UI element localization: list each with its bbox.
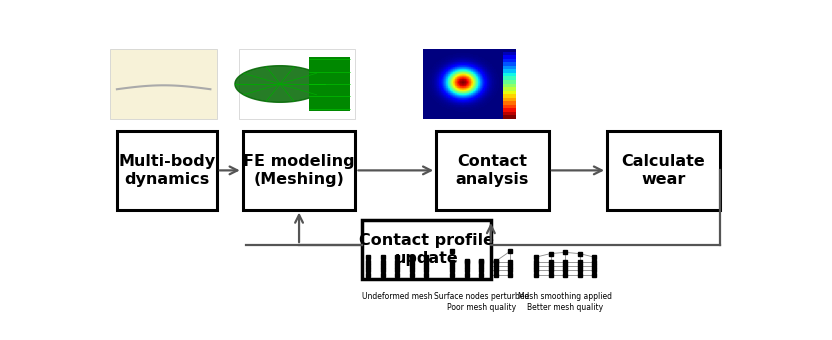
FancyBboxPatch shape (436, 131, 549, 210)
Polygon shape (235, 66, 325, 102)
FancyBboxPatch shape (111, 49, 217, 119)
Text: Surface nodes perturbed
Poor mesh quality: Surface nodes perturbed Poor mesh qualit… (433, 292, 529, 311)
FancyBboxPatch shape (243, 131, 355, 210)
Text: Calculate
wear: Calculate wear (622, 154, 706, 187)
Text: FE modeling
(Meshing): FE modeling (Meshing) (243, 154, 355, 187)
Text: Contact
analysis: Contact analysis (456, 154, 529, 187)
Text: Contact profile
update: Contact profile update (359, 233, 494, 266)
FancyBboxPatch shape (116, 131, 217, 210)
FancyBboxPatch shape (607, 131, 720, 210)
FancyBboxPatch shape (309, 56, 349, 112)
Text: Multi-body
dynamics: Multi-body dynamics (118, 154, 215, 187)
FancyBboxPatch shape (362, 220, 491, 279)
FancyBboxPatch shape (240, 49, 355, 119)
Text: Mesh smoothing applied
Better mesh quality: Mesh smoothing applied Better mesh quali… (518, 292, 612, 311)
Text: Undeformed mesh: Undeformed mesh (362, 292, 433, 301)
